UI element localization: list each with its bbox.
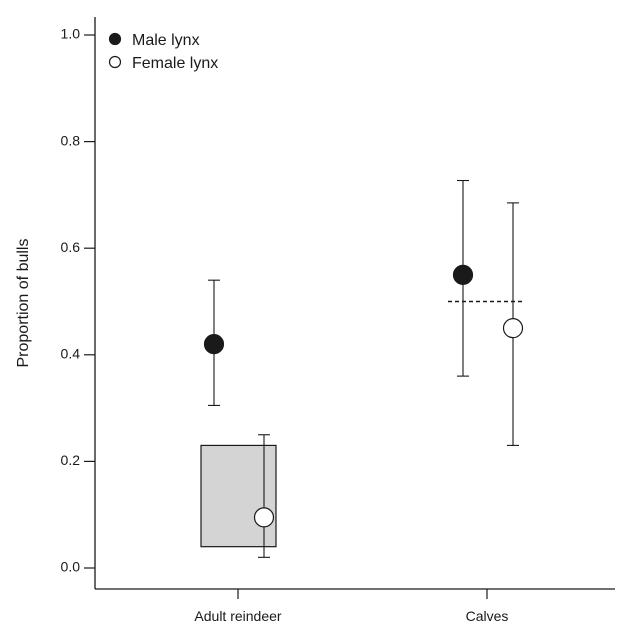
legend-label-male: Male lynx bbox=[132, 32, 200, 49]
x-categories: Adult reindeer Calves bbox=[194, 589, 508, 624]
legend: Male lynx Female lynx bbox=[108, 32, 218, 72]
legend-marker-male bbox=[108, 32, 122, 46]
y-tick-label: 0.8 bbox=[61, 132, 81, 148]
x-category-label: Calves bbox=[466, 608, 509, 624]
plot-area bbox=[200, 179, 524, 558]
y-tick-label: 0.6 bbox=[61, 239, 81, 255]
shaded-range-box bbox=[200, 444, 277, 548]
female-lynx-point bbox=[253, 507, 275, 528]
y-axis-label: Proportion of bulls bbox=[15, 239, 32, 368]
axes bbox=[94, 17, 615, 590]
y-tick-label: 0.4 bbox=[61, 346, 81, 362]
female-lynx-point bbox=[502, 318, 524, 339]
y-tick-label: 0.0 bbox=[61, 559, 81, 575]
y-tick-label: 0.2 bbox=[61, 452, 81, 468]
legend-label-female: Female lynx bbox=[132, 55, 218, 72]
male-lynx-point bbox=[452, 264, 474, 285]
y-ticks: 0.0 0.2 0.4 0.6 0.8 1.0 bbox=[61, 26, 95, 575]
male-lynx-point bbox=[203, 334, 225, 355]
x-category-label: Adult reindeer bbox=[194, 608, 282, 624]
legend-marker-female bbox=[108, 55, 122, 69]
y-tick-label: 1.0 bbox=[61, 26, 81, 42]
